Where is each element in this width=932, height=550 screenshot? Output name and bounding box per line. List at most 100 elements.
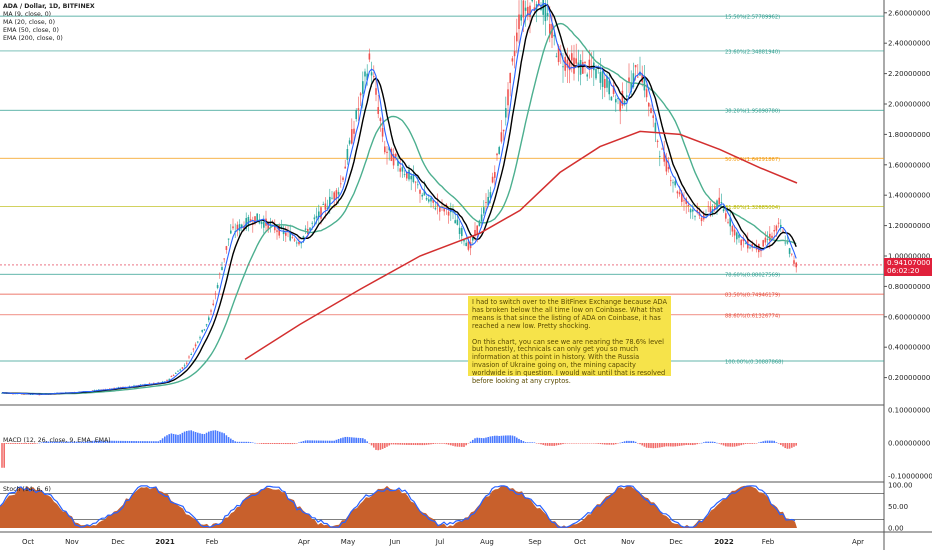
candle-body [538, 0, 540, 4]
macd-histogram-bar [406, 443, 408, 445]
macd-histogram-bar [663, 443, 665, 447]
stoch-tick-label: 50.00 [888, 503, 908, 511]
macd-histogram-bar [791, 443, 793, 448]
macd-histogram-bar [599, 443, 602, 445]
candle-body [608, 80, 610, 95]
candle-body [113, 387, 115, 389]
candle-body [678, 192, 681, 195]
macd-tick-label: 0.10000000 [888, 407, 930, 415]
candle-body [456, 219, 459, 225]
candle-body [742, 238, 745, 242]
macd-histogram-bar [674, 443, 676, 447]
price-tick-label: 2.00000000 [888, 101, 930, 109]
macd-histogram-bar [168, 434, 170, 443]
candle-body [474, 230, 476, 236]
macd-histogram-bar [320, 440, 322, 443]
candle-body [630, 83, 632, 92]
macd-histogram-bar [766, 440, 769, 443]
candle-body [219, 273, 221, 275]
macd-histogram-bar [678, 443, 681, 446]
candle-body [507, 89, 509, 106]
candle-body [179, 369, 181, 371]
candle-body [302, 236, 305, 239]
candle-body [232, 226, 234, 229]
macd-histogram-bar [60, 441, 63, 443]
candle-body [762, 240, 764, 247]
macd-histogram-bar [421, 443, 423, 446]
macd-histogram-bar [381, 443, 384, 449]
candle-body [527, 6, 529, 16]
macd-histogram-bar [450, 443, 452, 446]
candle-body [771, 235, 773, 238]
macd-histogram-bar [661, 443, 663, 448]
macd-histogram-bar [166, 435, 168, 443]
candle-body [318, 211, 320, 217]
candle-body [461, 227, 463, 237]
stoch-tick-label: 0.00 [888, 525, 904, 533]
macd-histogram-bar [322, 440, 324, 443]
macd-histogram-bar [727, 443, 729, 447]
candle-body [496, 153, 498, 156]
candle-body [172, 375, 175, 376]
candle-body [32, 394, 34, 395]
macd-histogram-bar [476, 437, 478, 443]
candle-body [782, 230, 784, 232]
candle-body [386, 151, 388, 154]
macd-histogram-bar [465, 443, 467, 446]
macd-histogram-bar [135, 441, 137, 443]
macd-histogram-bar [278, 443, 280, 445]
candle-body [738, 234, 740, 238]
macd-histogram-bar [157, 441, 159, 443]
macd-histogram-bar [401, 443, 404, 445]
candle-body [549, 23, 551, 34]
macd-histogram-bar [417, 443, 419, 446]
time-tick-label: Dec [669, 538, 683, 546]
macd-histogram-bar [25, 443, 27, 444]
macd-histogram-bar [73, 441, 76, 443]
countdown: 06:02:20 [887, 266, 920, 275]
candle-body [793, 260, 795, 264]
macd-histogram-bar [10, 443, 12, 444]
macd-histogram-bar [439, 443, 441, 444]
macd-histogram-bar [271, 443, 274, 444]
candle-body [788, 248, 791, 254]
macd-histogram-bar [562, 443, 564, 445]
macd-histogram-bar [38, 442, 41, 444]
macd-histogram-bar [212, 430, 214, 443]
macd-histogram-bar [234, 441, 236, 443]
candle-body [498, 147, 500, 154]
time-tick-label: Jun [389, 538, 401, 546]
macd-histogram-bar [793, 443, 795, 447]
candle-body [632, 73, 635, 87]
candle-body [485, 202, 487, 203]
candle-body [720, 202, 723, 204]
macd-histogram-bar [351, 437, 353, 443]
macd-histogram-bar [236, 441, 239, 443]
price-tick-label: 0.80000000 [888, 283, 930, 291]
candle-body [293, 239, 296, 241]
candle-body [201, 329, 203, 332]
current-price: 0.94107000 [887, 257, 931, 267]
macd-histogram-bar [423, 443, 426, 446]
macd-histogram-bar [485, 437, 487, 443]
macd-histogram-bar [509, 435, 511, 443]
macd-histogram-bar [386, 443, 388, 447]
fib-level-label: 61.80%(1.32685004) [725, 205, 780, 211]
candle-body [175, 373, 177, 374]
candle-body [280, 226, 283, 228]
macd-histogram-bar [623, 441, 626, 443]
macd-histogram-bar [335, 439, 338, 443]
macd-histogram-bar [463, 443, 465, 447]
ema200-line [244, 130, 798, 361]
time-tick-label: Jul [435, 538, 445, 546]
candle-body [777, 222, 780, 224]
candle-body [553, 34, 555, 37]
macd-histogram-bar [302, 441, 305, 443]
annotation-note[interactable]: I had to switch over to the BitFinex Exc… [468, 296, 671, 385]
candle-body [458, 227, 461, 234]
macd-histogram-bar [95, 440, 98, 443]
candle-body [329, 196, 331, 206]
candle-body [582, 62, 584, 74]
candle-body [769, 233, 771, 241]
macd-histogram-bar [12, 443, 14, 444]
